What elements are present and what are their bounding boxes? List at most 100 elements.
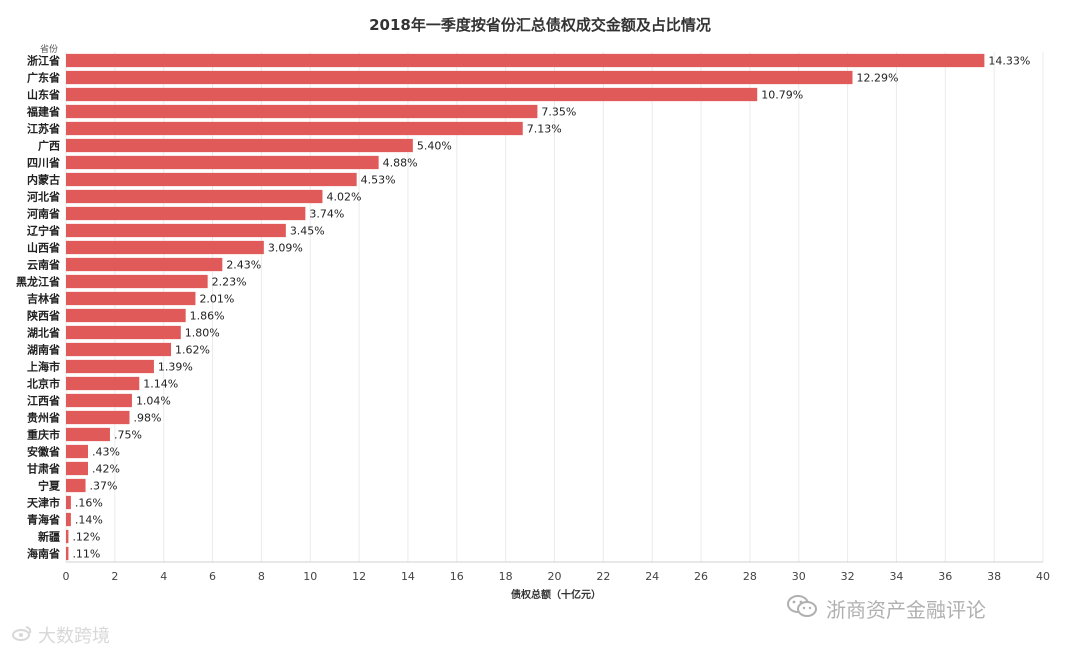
bar: [66, 308, 186, 323]
data-label: .75%: [114, 429, 142, 442]
bar: [66, 342, 172, 357]
bar: [66, 444, 88, 459]
bar: [66, 240, 264, 255]
x-tick-label: 0: [63, 570, 70, 583]
data-label: .16%: [75, 497, 103, 510]
watermark-left: 大数跨境: [12, 622, 110, 648]
bar: [66, 87, 758, 102]
x-tick-label: 28: [743, 570, 757, 583]
x-tick-label: 40: [1036, 570, 1050, 583]
bar: [66, 478, 86, 493]
category-label: 浙江省: [27, 54, 60, 68]
bar: [66, 427, 110, 442]
data-label: 7.35%: [541, 106, 576, 119]
data-label: 12.29%: [856, 72, 898, 85]
data-label: .11%: [72, 548, 100, 561]
x-tick-label: 12: [352, 570, 366, 583]
bar: [66, 155, 379, 170]
x-tick-label: 30: [792, 570, 806, 583]
data-label: 2.01%: [199, 293, 234, 306]
x-axis-title: 债权总额（十亿元）: [511, 590, 601, 601]
category-label: 河北省: [27, 190, 60, 204]
data-label: 2.43%: [226, 259, 261, 272]
bar: [66, 325, 181, 340]
y-axis-title: 省份: [40, 45, 59, 55]
category-label: 四川省: [27, 156, 60, 170]
category-label: 甘肃省: [27, 462, 60, 476]
data-label: .12%: [72, 531, 100, 544]
category-label: 内蒙古: [27, 173, 60, 187]
category-label: 广东省: [27, 71, 60, 85]
bar: [66, 121, 523, 136]
x-tick-label: 32: [841, 570, 855, 583]
category-label: 吉林省: [27, 292, 60, 306]
chart-title: 2018年一季度按省份汇总债权成交金额及占比情况: [369, 16, 711, 34]
category-label: 海南省: [27, 547, 60, 561]
x-tick-label: 16: [450, 570, 464, 583]
data-label: .37%: [90, 480, 118, 493]
x-tick-label: 2: [111, 570, 118, 583]
bar: [66, 206, 306, 221]
data-label: 4.53%: [361, 174, 396, 187]
category-label: 湖北省: [27, 326, 60, 340]
watermark-right: 浙商资产金融评论: [786, 594, 986, 623]
x-tick-label: 8: [258, 570, 265, 583]
weibo-icon: [12, 625, 32, 646]
category-label: 江西省: [27, 394, 60, 408]
category-label: 广西: [38, 139, 60, 153]
data-label: 1.80%: [185, 327, 220, 340]
category-label: 湖南省: [27, 343, 60, 357]
x-tick-label: 24: [645, 570, 659, 583]
data-label: 4.88%: [383, 157, 418, 170]
bar: [66, 223, 286, 238]
bar: [66, 189, 323, 204]
data-label: 14.33%: [988, 55, 1030, 68]
category-label: 河南省: [27, 207, 60, 221]
data-label: 3.74%: [309, 208, 344, 221]
category-label: 山西省: [27, 241, 60, 255]
data-label: .14%: [75, 514, 103, 527]
x-tick-label: 34: [889, 570, 903, 583]
data-label: 5.40%: [417, 140, 452, 153]
bar: [66, 53, 985, 68]
category-label: 重庆市: [27, 428, 60, 442]
data-label: .42%: [92, 463, 120, 476]
x-tick-label: 4: [160, 570, 167, 583]
bar: [66, 546, 69, 561]
data-label: 1.14%: [143, 378, 178, 391]
bar: [66, 461, 88, 476]
x-tick-label: 36: [938, 570, 952, 583]
watermark-left-text: 大数跨境: [38, 626, 110, 647]
data-label: 1.04%: [136, 395, 171, 408]
data-label: 10.79%: [761, 89, 803, 102]
category-label: 北京市: [27, 377, 60, 391]
data-label: 1.62%: [175, 344, 210, 357]
wechat-icon: [786, 594, 818, 623]
category-label: 福建省: [26, 105, 60, 119]
category-label: 云南省: [27, 258, 60, 272]
data-label: .98%: [134, 412, 162, 425]
category-label: 陕西省: [27, 309, 60, 323]
x-tick-label: 38: [987, 570, 1001, 583]
x-tick-label: 14: [401, 570, 415, 583]
bar: [66, 138, 413, 153]
category-label: 宁夏: [38, 479, 61, 493]
bar: [66, 512, 71, 527]
watermark-right-text: 浙商资产金融评论: [826, 598, 986, 622]
data-label: 3.09%: [268, 242, 303, 255]
x-tick-label: 22: [596, 570, 610, 583]
x-tick-label: 10: [303, 570, 317, 583]
category-label: 上海市: [27, 360, 60, 374]
category-label: 山东省: [27, 88, 60, 102]
bar: [66, 410, 130, 425]
bar: [66, 274, 208, 289]
x-tick-label: 18: [499, 570, 513, 583]
bar: [66, 172, 357, 187]
x-tick-label: 26: [694, 570, 708, 583]
data-label: 1.86%: [190, 310, 225, 323]
category-label: 安徽省: [27, 445, 60, 459]
category-label: 江苏省: [27, 122, 60, 136]
data-label: 7.13%: [527, 123, 562, 136]
